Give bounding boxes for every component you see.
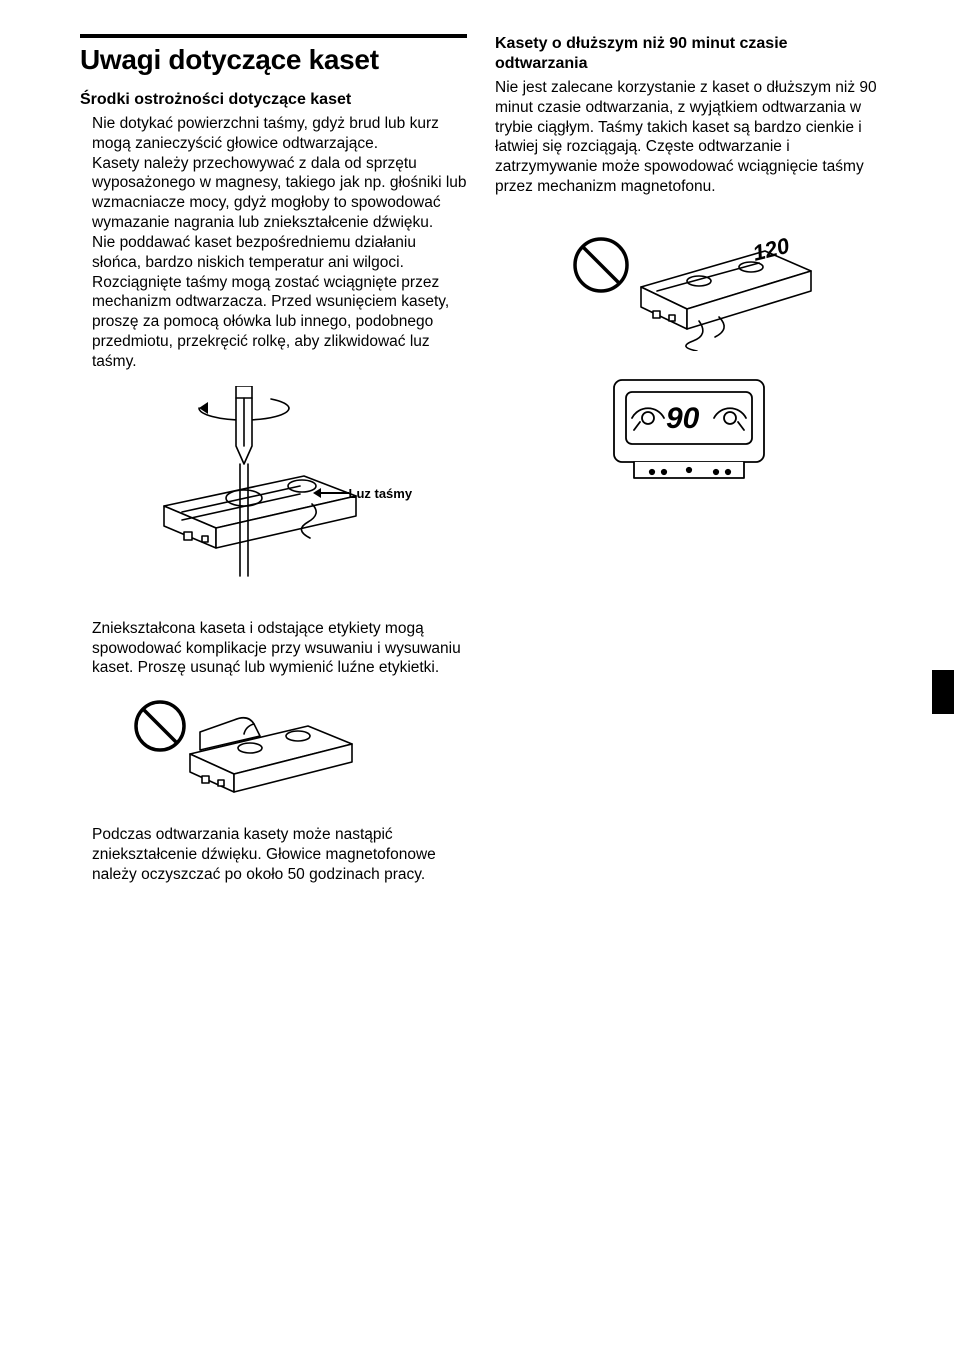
cassette-90-icon: 90 [604, 374, 774, 494]
longer90-heading: Kasety o dłuższym niż 90 minut czasie od… [495, 34, 882, 74]
paragraph: Podczas odtwarzania kasety może nastąpić… [92, 825, 467, 884]
paragraph-block: Podczas odtwarzania kasety może nastąpić… [80, 825, 467, 884]
page-edge-tab [932, 670, 954, 714]
paragraph: Nie dotykać powierzchni taśmy, gdyż brud… [92, 114, 467, 154]
precautions-heading: Środki ostrożności dotyczące kaset [80, 90, 467, 110]
cassette-90-label: 90 [666, 402, 700, 435]
figure-label-slack: Luz taśmy [349, 486, 413, 501]
two-column-layout: Uwagi dotyczące kaset Środki ostrożności… [80, 34, 882, 885]
figure-prohibit-label [80, 692, 467, 807]
paragraph: Zniekształcona kaseta i odstające etykie… [92, 619, 467, 678]
paragraph: Nie poddawać kaset bezpośredniemu działa… [92, 233, 467, 273]
paragraph: Rozciągnięte taśmy mogą zostać wciągnięt… [92, 273, 467, 372]
page-title: Uwagi dotyczące kaset [80, 44, 467, 76]
heading-rule [80, 34, 467, 38]
callout-arrow [319, 492, 349, 494]
figure-tape-slack: Luz taśmy [80, 386, 467, 601]
right-column: Kasety o dłuższym niż 90 minut czasie od… [495, 34, 882, 885]
prohibit-120-cassette-icon: 120 [549, 221, 829, 351]
document-page: Uwagi dotyczące kaset Środki ostrożności… [0, 0, 954, 925]
prohibit-peeling-label-icon [130, 692, 360, 802]
callout-arrowhead [313, 488, 321, 498]
paragraph: Kasety należy przechowywać z dala od spr… [92, 154, 467, 233]
left-column: Uwagi dotyczące kaset Środki ostrożności… [80, 34, 467, 885]
paragraph-block: Zniekształcona kaseta i odstające etykie… [80, 619, 467, 678]
precautions-body: Nie dotykać powierzchni taśmy, gdyż brud… [80, 114, 467, 372]
figure-cassette-90: 90 [495, 374, 882, 499]
figure-prohibit-120: 120 [495, 221, 882, 356]
paragraph: Nie jest zalecane korzystanie z kaset o … [495, 78, 882, 197]
